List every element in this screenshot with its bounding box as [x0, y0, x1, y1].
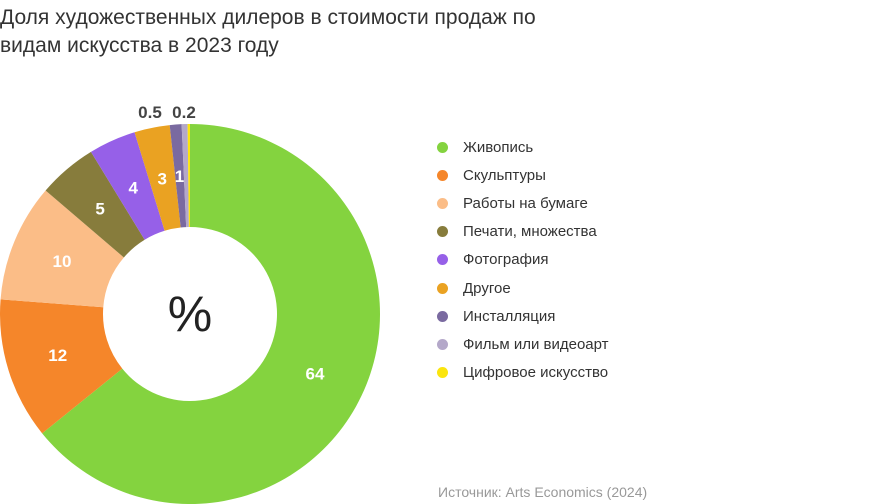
legend-label: Цифровое искусство	[463, 364, 609, 382]
chart-title: Доля художественных дилеров в стоимости …	[0, 6, 536, 57]
data-label: 3	[158, 169, 167, 188]
legend-swatch	[437, 226, 448, 238]
legend-item: Печати, множества	[437, 218, 609, 246]
donut-slice	[42, 124, 380, 504]
donut-slice	[169, 124, 187, 228]
legend-item: Фотография	[437, 246, 609, 274]
donut-slice	[187, 124, 190, 228]
legend: Живопись Скульптуры Работы на бумаге Печати…	[437, 133, 609, 387]
legend-swatch	[437, 197, 448, 209]
source-note: Источник: Arts Economics (2024)	[438, 484, 648, 500]
legend-label: Фотография	[463, 251, 549, 269]
donut-slice	[90, 132, 165, 240]
data-label: 0.5	[138, 103, 162, 122]
legend-swatch	[437, 141, 448, 153]
legend-item: Фильм или видеоарт	[437, 330, 609, 358]
legend-item: Работы на бумаге	[437, 189, 609, 217]
legend-swatch	[437, 169, 448, 181]
legend-label: Живопись	[463, 138, 534, 156]
legend-swatch	[437, 282, 448, 294]
donut-slice	[181, 124, 189, 228]
legend-item: Скульптуры	[437, 161, 609, 189]
legend-swatch	[437, 338, 448, 350]
legend-label: Работы на бумаге	[463, 194, 588, 212]
data-label: 4	[129, 179, 139, 198]
donut-slice	[0, 190, 124, 308]
donut-slice	[134, 125, 181, 231]
legend-swatch	[437, 310, 448, 322]
legend-swatch	[437, 367, 448, 379]
legend-swatch	[437, 254, 448, 266]
donut-slice	[0, 299, 123, 434]
legend-label: Фильм или видеоарт	[463, 335, 609, 353]
data-label: 10	[53, 252, 72, 271]
donut-slice	[45, 151, 145, 258]
legend-label: Печати, множества	[463, 223, 597, 241]
legend-item: Живопись	[437, 133, 609, 161]
data-label: 12	[48, 346, 67, 365]
legend-label: Инсталляция	[463, 307, 556, 325]
legend-label: Другое	[463, 279, 511, 297]
data-label: 1	[175, 167, 184, 186]
data-label: 5	[95, 200, 104, 219]
legend-label: Скульптуры	[463, 166, 546, 184]
data-label: 64	[305, 365, 324, 384]
legend-item: Другое	[437, 274, 609, 302]
legend-item: Цифровое искусство	[437, 359, 609, 387]
center-label: %	[168, 286, 212, 342]
legend-item: Инсталляция	[437, 302, 609, 330]
data-label: 0.2	[172, 103, 196, 122]
